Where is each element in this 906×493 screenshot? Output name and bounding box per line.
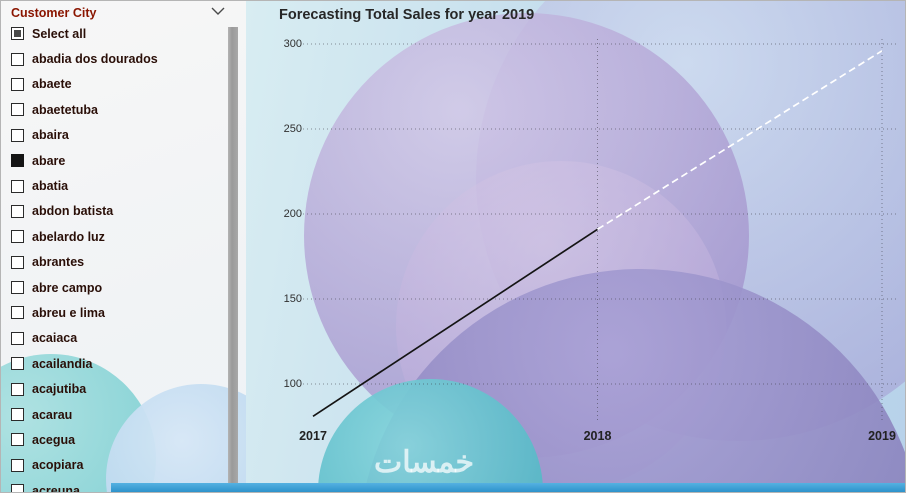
slicer-title: Customer City	[11, 6, 97, 20]
x-axis-tick: 2018	[583, 429, 612, 443]
checkbox-icon[interactable]	[11, 408, 24, 422]
checkbox-icon[interactable]	[11, 382, 24, 396]
slicer-item-label: abelardo luz	[32, 229, 105, 244]
slicer-item[interactable]: Select all	[11, 21, 246, 46]
x-axis-tick: 2019	[868, 429, 896, 443]
scrollbar[interactable]	[228, 27, 238, 492]
slicer-item-label: acreuna	[32, 483, 80, 493]
slicer-item[interactable]: abreu e lima	[11, 300, 246, 325]
slicer-item-label: abaete	[32, 77, 72, 92]
slicer-item-label: acarau	[32, 407, 73, 422]
slicer-item-label: Select all	[32, 26, 87, 41]
y-axis-tick: 200	[283, 208, 302, 220]
slicer-item-label: abre campo	[32, 280, 103, 295]
checkbox-icon[interactable]	[11, 331, 24, 345]
slicer-item-label: abatia	[32, 179, 69, 194]
chart-title: Forecasting Total Sales for year 2019	[279, 7, 535, 23]
slicer-item[interactable]: abatia	[11, 173, 246, 198]
y-axis-tick: 100	[283, 378, 302, 390]
slicer-item-label: abdon batista	[32, 204, 114, 219]
checkbox-icon[interactable]	[11, 27, 24, 41]
slicer-item-label: acaiaca	[32, 331, 78, 346]
slicer-item[interactable]: acegua	[11, 427, 246, 452]
slicer-header: Customer City	[1, 1, 246, 21]
slicer-item[interactable]: abaetetuba	[11, 97, 246, 122]
slicer-item[interactable]: abrantes	[11, 250, 246, 275]
slicer-item-label: abreu e lima	[32, 305, 105, 320]
checkbox-icon[interactable]	[11, 433, 24, 447]
slicer-item-label: acegua	[32, 432, 76, 447]
slicer-item[interactable]: abaira	[11, 123, 246, 148]
checkbox-icon[interactable]	[11, 458, 24, 472]
slicer-item[interactable]: abelardo luz	[11, 224, 246, 249]
chevron-down-icon[interactable]	[210, 4, 226, 18]
checkbox-icon[interactable]	[11, 179, 24, 193]
slicer-item-label: acajutiba	[32, 382, 87, 397]
slicer-item[interactable]: abare	[11, 148, 246, 173]
slicer-item-label: abadia dos dourados	[32, 52, 158, 67]
checkbox-icon[interactable]	[11, 357, 24, 371]
checkbox-icon[interactable]	[11, 52, 24, 66]
bottom-bar	[111, 483, 905, 492]
slicer-item[interactable]: acaiaca	[11, 326, 246, 351]
y-axis-tick: 150	[283, 293, 302, 305]
checkbox-icon[interactable]	[11, 484, 24, 492]
slicer-item-label: abaetetuba	[32, 102, 98, 117]
checkbox-icon[interactable]	[11, 128, 24, 142]
checkbox-icon[interactable]	[11, 255, 24, 269]
slicer-item-label: abrantes	[32, 255, 85, 270]
customer-city-slicer: Customer City Select all abadia dos dour…	[1, 1, 246, 493]
checkbox-icon[interactable]	[11, 154, 24, 168]
slicer-item[interactable]: abaete	[11, 72, 246, 97]
slicer-item[interactable]: acarau	[11, 402, 246, 427]
y-axis-tick: 300	[283, 38, 302, 50]
slicer-item[interactable]: abdon batista	[11, 199, 246, 224]
checkbox-icon[interactable]	[11, 281, 24, 295]
checkbox-icon[interactable]	[11, 230, 24, 244]
slicer-item[interactable]: abadia dos dourados	[11, 46, 246, 71]
x-axis-tick: 2017	[299, 429, 327, 443]
slicer-item-label: abaira	[32, 128, 69, 143]
forecast-chart-panel: Forecasting Total Sales for year 2019 10…	[246, 1, 905, 492]
slicer-item-label: abare	[32, 153, 66, 168]
customer-city-list: Select all abadia dos dourados abaete ab…	[1, 21, 246, 493]
slicer-item[interactable]: acajutiba	[11, 376, 246, 401]
slicer-item-label: acopiara	[32, 458, 84, 473]
slicer-item[interactable]: abre campo	[11, 275, 246, 300]
checkbox-icon[interactable]	[11, 77, 24, 91]
slicer-item[interactable]: acailandia	[11, 351, 246, 376]
slicer-item-label: acailandia	[32, 356, 93, 371]
slicer-item[interactable]: acreuna	[11, 478, 246, 493]
slicer-item[interactable]: acopiara	[11, 453, 246, 478]
checkbox-icon[interactable]	[11, 103, 24, 117]
watermark-text: خمسات	[374, 446, 475, 479]
checkbox-icon[interactable]	[11, 204, 24, 218]
y-axis-tick: 250	[283, 123, 302, 135]
checkbox-icon[interactable]	[11, 306, 24, 320]
